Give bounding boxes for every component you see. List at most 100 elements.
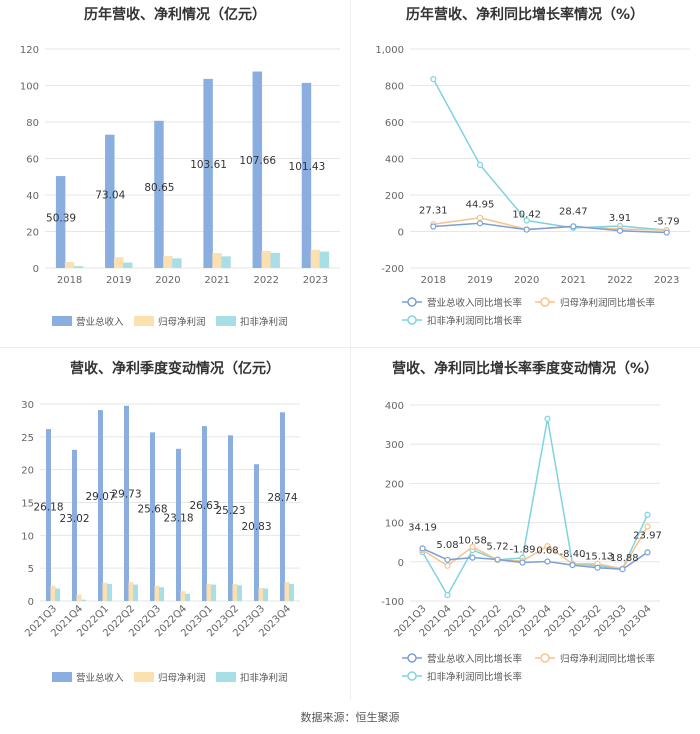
data-point xyxy=(476,220,484,227)
y-tick-label: 800 xyxy=(385,82,404,93)
y-tick-label: 300 xyxy=(385,440,404,451)
bar xyxy=(124,405,129,601)
data-label: 0.68 xyxy=(536,546,558,557)
legend-label: 扣非净利润 xyxy=(240,672,288,684)
bar xyxy=(270,252,280,268)
data-point xyxy=(476,214,484,221)
y-tick-label: -200 xyxy=(381,264,404,275)
legend-label: 扣非净利润同比增长率 xyxy=(427,315,523,327)
x-tick-label: 2022 xyxy=(607,275,632,286)
data-point xyxy=(594,564,601,571)
x-tick-label: 2018 xyxy=(421,275,446,286)
bar xyxy=(159,587,164,601)
legend-swatch-icon xyxy=(52,316,72,326)
series-line xyxy=(422,526,649,570)
bar xyxy=(212,253,222,268)
bar xyxy=(310,249,321,268)
legend-marker-icon xyxy=(407,297,417,307)
y-tick-label: 400 xyxy=(385,401,404,412)
quarterly-growth-panel: 营收、净利同比增长率季度变动情况（%） -100 0 100 200 300 400 202… xyxy=(350,350,700,705)
bar xyxy=(46,429,51,601)
vertical-divider xyxy=(350,0,351,700)
bar xyxy=(254,464,259,601)
bar xyxy=(102,582,108,601)
data-label: 50.39 xyxy=(46,212,76,224)
legend-marker-icon xyxy=(407,671,417,681)
bar xyxy=(172,258,182,268)
data-point xyxy=(523,217,530,224)
data-label: 103.61 xyxy=(190,159,227,171)
bar xyxy=(76,594,82,601)
y-tick-label: 100 xyxy=(20,82,39,93)
legend-marker-icon xyxy=(540,653,550,663)
bar xyxy=(163,255,173,268)
x-tick-label: 2019 xyxy=(106,275,131,286)
data-label: 28.47 xyxy=(559,206,588,217)
legend-label: 营业总收入 xyxy=(76,316,124,328)
legend-label: 营业总收入同比增长率 xyxy=(427,653,523,665)
y-tick-label: 600 xyxy=(385,118,404,129)
data-point xyxy=(569,561,576,569)
legend-label: 归母净利润同比增长率 xyxy=(560,653,656,665)
data-point xyxy=(544,543,551,550)
chart-title: 营收、净利季度变动情况（亿元） xyxy=(70,361,280,377)
annual-growth-line-chart: -200 0 200 400 600 800 1,000 2018 2019 2020 2021 20… xyxy=(375,45,690,327)
data-label: -8.40 xyxy=(560,549,586,560)
x-tick-label: 2022 xyxy=(254,275,279,286)
y-tick-label: 15 xyxy=(21,499,34,510)
legend-label: 营业总收入同比增长率 xyxy=(427,297,523,309)
data-point xyxy=(444,592,451,599)
data-point xyxy=(430,223,437,230)
data-point xyxy=(444,556,451,563)
data-point xyxy=(444,562,451,569)
data-point xyxy=(616,227,624,234)
data-label: -18.88 xyxy=(606,553,638,564)
y-tick-label: 30 xyxy=(21,400,34,411)
annual-growth-panel: 历年营收、净利同比增长率情况（%） -200 0 200 400 600 800 1,000… xyxy=(350,0,700,345)
bar xyxy=(72,449,77,601)
legend-label: 营业总收入 xyxy=(76,672,124,684)
bar xyxy=(105,134,115,268)
data-label: 23.02 xyxy=(59,513,89,525)
data-label: 34.19 xyxy=(408,522,437,533)
y-tick-label: 60 xyxy=(26,155,39,166)
legend-marker-icon xyxy=(407,315,417,325)
bar xyxy=(180,591,186,601)
bar xyxy=(154,585,160,601)
bar xyxy=(55,588,60,601)
y-tick-label: 1,000 xyxy=(375,45,404,56)
bar xyxy=(185,593,190,601)
chart-title: 营收、净利同比增长率季度变动情况（%） xyxy=(391,361,659,377)
series-line xyxy=(422,547,648,570)
data-label: 5.72 xyxy=(486,542,508,553)
series-line xyxy=(433,222,667,234)
legend-swatch-icon xyxy=(216,672,236,682)
data-point xyxy=(519,559,526,566)
data-label: 29.73 xyxy=(111,489,141,501)
bar xyxy=(206,583,212,601)
y-tick-label: 400 xyxy=(385,155,404,166)
y-tick-label: 0 xyxy=(398,558,404,569)
data-point xyxy=(430,76,437,83)
bar xyxy=(73,266,84,268)
bar xyxy=(252,71,263,268)
x-tick-label: 2019 xyxy=(467,275,492,286)
data-point xyxy=(544,558,551,565)
legend-label: 扣非净利润 xyxy=(240,316,288,328)
data-point xyxy=(523,226,530,233)
data-label: 80.65 xyxy=(144,182,174,194)
y-tick-label: 120 xyxy=(20,45,39,56)
legend-label: 归母净利润同比增长率 xyxy=(560,297,656,309)
data-label: 25.23 xyxy=(215,505,245,517)
bar xyxy=(98,410,103,601)
data-label: 26.18 xyxy=(33,501,63,513)
y-tick-label: 200 xyxy=(385,479,404,490)
bar xyxy=(261,251,271,268)
data-point xyxy=(644,511,651,518)
legend-label: 归母净利润 xyxy=(158,672,206,684)
bar xyxy=(128,581,134,601)
bar xyxy=(114,257,124,268)
chart-title: 历年营收、净利同比增长率情况（%） xyxy=(405,7,645,23)
y-tick-label: 25 xyxy=(21,433,34,444)
data-point xyxy=(476,161,484,168)
